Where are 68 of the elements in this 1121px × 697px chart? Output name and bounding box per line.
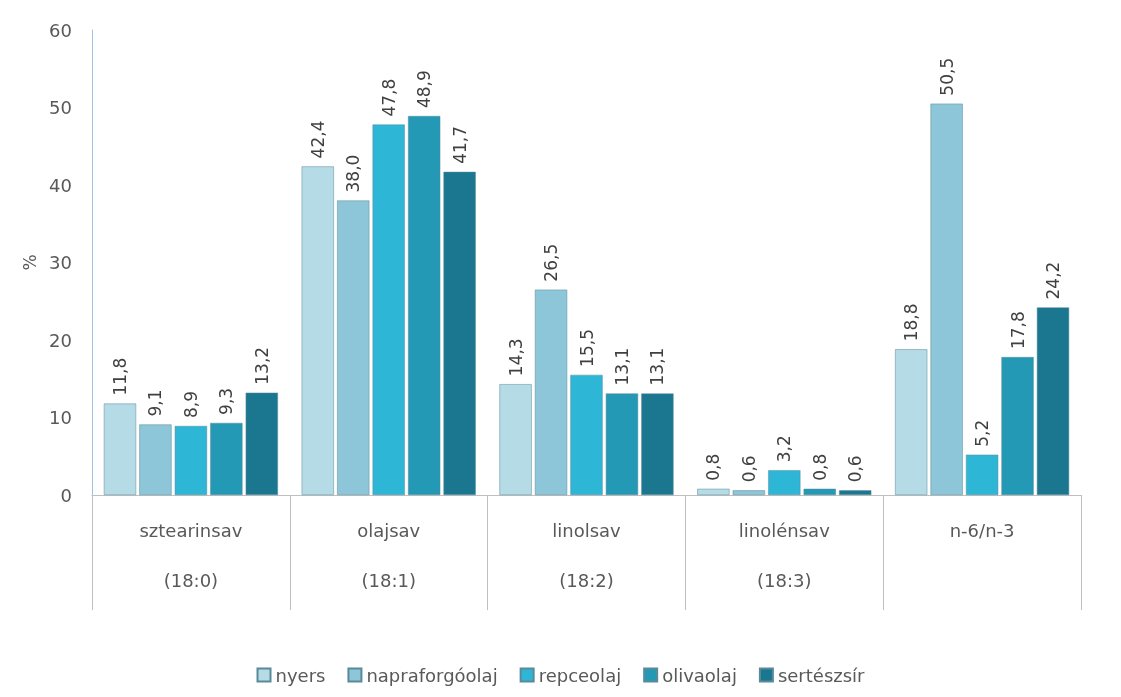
y-axis-title: % <box>19 254 40 271</box>
data-label: 18,8 <box>901 303 922 342</box>
legend-label: sertészsír <box>777 664 866 686</box>
category-label: linolsav (18:2) <box>552 519 621 591</box>
x-tick-label: n-6/n-3 <box>949 519 1015 541</box>
data-label: 26,5 <box>541 243 562 282</box>
data-label: 14,3 <box>505 338 526 377</box>
category-label: linolénsav (18:3) <box>738 519 830 591</box>
bar <box>210 422 243 495</box>
bar <box>499 384 532 495</box>
data-label: 8,9 <box>180 390 201 419</box>
data-label: 11,8 <box>109 357 130 396</box>
bar <box>1036 307 1070 495</box>
bar <box>1001 357 1034 495</box>
data-label: 17,8 <box>1007 311 1028 350</box>
data-label: 47,8 <box>378 78 399 117</box>
bar <box>372 124 405 495</box>
data-label: 50,5 <box>936 57 957 96</box>
data-label: 9,3 <box>216 387 237 415</box>
data-label: 24,2 <box>1043 261 1064 300</box>
data-label: 0,8 <box>809 453 830 481</box>
data-label: 48,9 <box>414 70 435 109</box>
bar <box>732 490 765 495</box>
bar <box>570 374 603 495</box>
data-label: 0,8 <box>703 453 724 481</box>
data-label: 3,2 <box>774 435 795 463</box>
legend-label: nyers <box>275 664 326 686</box>
data-label: 15,5 <box>576 329 597 367</box>
bar <box>443 171 476 495</box>
bar <box>534 289 568 495</box>
bar <box>301 166 334 495</box>
legend-label: repceolaj <box>538 664 622 686</box>
bar <box>895 349 928 495</box>
category-label: olajsav (18:1) <box>357 519 421 591</box>
bar <box>245 392 278 495</box>
y-tick-label: 30 <box>49 252 72 273</box>
bar <box>768 470 801 495</box>
data-label: 42,4 <box>307 120 328 159</box>
data-label: 38,0 <box>343 154 364 193</box>
bar <box>605 393 639 495</box>
y-tick-label: 50 <box>49 97 72 118</box>
y-tick-label: 0 <box>60 484 72 506</box>
data-label: 5,2 <box>972 419 993 447</box>
data-label: 41,7 <box>449 125 470 164</box>
y-tick-label: 40 <box>49 174 72 196</box>
data-label: 9,1 <box>145 389 166 417</box>
bar <box>139 424 172 495</box>
data-label: 13,1 <box>647 347 668 386</box>
bar <box>965 454 999 495</box>
legend-label: napraforgóolaj <box>366 664 498 686</box>
bar <box>103 403 137 495</box>
data-label: 13,1 <box>611 347 632 386</box>
bar <box>839 490 872 495</box>
bar <box>697 488 730 495</box>
bar <box>930 103 963 495</box>
legend-label: olivaolaj <box>662 664 737 686</box>
bar <box>337 200 370 495</box>
category-label: sztearinsav (18:0) <box>139 519 243 591</box>
y-tick-label: 20 <box>49 329 72 351</box>
y-tick-label: 10 <box>49 407 72 428</box>
bar <box>174 426 208 495</box>
data-label: 0,6 <box>738 455 759 483</box>
bar <box>803 488 836 495</box>
bar <box>641 393 674 495</box>
data-label: 13,2 <box>251 346 272 385</box>
y-tick-label: 60 <box>49 19 72 41</box>
data-label: 0,6 <box>845 455 866 483</box>
bar <box>408 116 441 495</box>
